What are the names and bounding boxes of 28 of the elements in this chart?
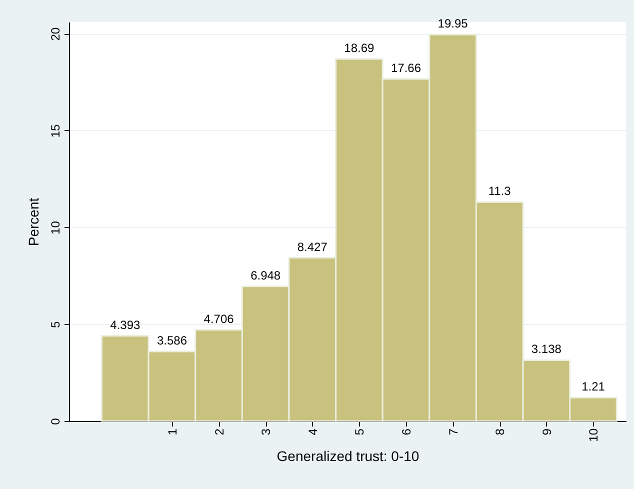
data-label: 19.95: [438, 16, 468, 31]
y-tick-label: 10: [48, 220, 62, 234]
data-label: 17.66: [390, 60, 422, 75]
data-label: 8.427: [297, 240, 328, 254]
x-tick-label: 4: [306, 428, 320, 436]
x-tick-label: 8: [493, 428, 508, 436]
x-tick-label: 2: [212, 428, 226, 436]
data-label: 11.3: [488, 184, 512, 198]
data-label: 3.138: [531, 342, 562, 356]
x-tick-label: 10: [586, 428, 601, 442]
x-tick-label: 6: [400, 428, 414, 436]
x-tick-label: 5: [352, 428, 367, 436]
y-tick-label: 0: [48, 418, 62, 425]
x-axis-title: Generalized trust: 0-10: [276, 448, 420, 464]
y-tick-label: 20: [48, 27, 62, 41]
data-label: 6.948: [250, 268, 281, 282]
x-tick-label: 1: [165, 428, 180, 436]
data-label: 18.69: [344, 40, 375, 55]
y-tick-label: 5: [48, 321, 62, 328]
data-label: 4.393: [110, 318, 141, 332]
x-tick-label: 3: [259, 428, 274, 436]
y-tick-label: 15: [48, 124, 62, 138]
y-axis-title: Percent: [26, 198, 42, 246]
x-tick-label: 7: [446, 428, 460, 436]
data-label: 4.706: [204, 312, 234, 326]
data-label: 3.586: [156, 334, 188, 348]
x-tick-label: 9: [540, 428, 554, 436]
data-label: 1.21: [582, 380, 606, 394]
